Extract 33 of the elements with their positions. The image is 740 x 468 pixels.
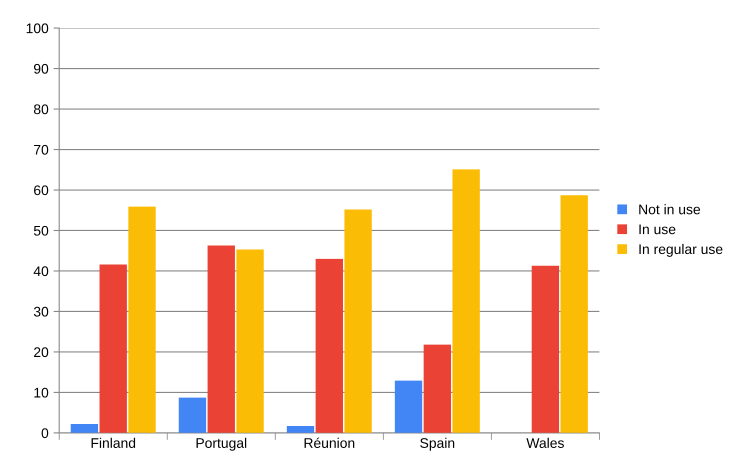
x-tick-label: Spain: [420, 438, 454, 451]
legend-label: Not in use: [639, 204, 700, 214]
bar: [452, 169, 480, 433]
x-tick-label: Finland: [92, 438, 136, 448]
bar: [344, 209, 372, 433]
y-tick-label: 20: [34, 347, 48, 358]
bar: [286, 426, 314, 433]
bar: [316, 258, 343, 433]
y-tick-label: 10: [34, 388, 48, 398]
y-tick-label: 0: [42, 428, 48, 438]
bar: [70, 424, 98, 433]
x-tick-label: Réunion: [304, 438, 354, 448]
legend-label: In use: [639, 224, 676, 234]
bar: [424, 344, 452, 433]
y-tick-label: 30: [34, 306, 48, 317]
bar: [532, 266, 560, 433]
legend-label: In regular use: [639, 244, 722, 257]
bar: [560, 195, 588, 433]
bar: [236, 250, 264, 433]
bar: [178, 398, 206, 433]
bar: [394, 380, 422, 433]
bar: [100, 264, 127, 433]
y-tick-label: 90: [34, 64, 48, 74]
y-tick-label: 50: [34, 226, 48, 236]
x-tick-label: Wales: [526, 438, 564, 448]
y-tick-label: 100: [26, 23, 48, 34]
x-tick-label: Portugal: [196, 438, 246, 451]
bar: [128, 206, 156, 433]
y-tick-label: 40: [34, 266, 48, 276]
bar: [208, 245, 235, 433]
y-tick-label: 60: [34, 185, 48, 196]
y-tick-label: 80: [34, 104, 48, 114]
y-tick-label: 70: [34, 144, 48, 155]
